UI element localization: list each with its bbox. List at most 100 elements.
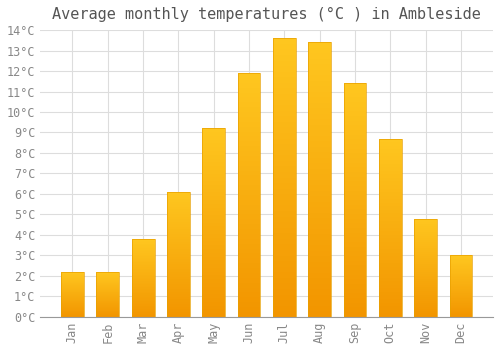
Bar <box>238 73 260 317</box>
Bar <box>273 150 296 155</box>
Bar <box>414 264 437 266</box>
Bar <box>96 274 119 275</box>
Bar <box>450 303 472 304</box>
Bar <box>96 307 119 308</box>
Bar <box>61 287 84 288</box>
Bar <box>344 214 366 219</box>
Bar <box>61 309 84 310</box>
Bar <box>238 97 260 102</box>
Bar <box>450 300 472 301</box>
Bar <box>61 291 84 292</box>
Bar <box>273 261 296 267</box>
Bar <box>379 263 402 267</box>
Bar <box>132 286 154 287</box>
Bar <box>61 295 84 296</box>
Bar <box>450 291 472 292</box>
Bar <box>414 305 437 307</box>
Bar <box>132 270 154 272</box>
Bar <box>238 78 260 83</box>
Bar <box>167 229 190 232</box>
Bar <box>379 174 402 178</box>
Bar <box>96 297 119 298</box>
Bar <box>61 310 84 312</box>
Bar <box>202 238 225 241</box>
Bar <box>132 253 154 254</box>
Bar <box>167 207 190 209</box>
Bar <box>308 86 331 92</box>
Bar <box>450 265 472 266</box>
Bar <box>344 172 366 177</box>
Bar <box>379 217 402 220</box>
Bar <box>202 283 225 287</box>
Bar <box>308 48 331 53</box>
Bar <box>167 277 190 279</box>
Bar <box>132 251 154 253</box>
Bar <box>414 284 437 285</box>
Bar <box>414 278 437 279</box>
Bar <box>96 299 119 300</box>
Bar <box>167 302 190 304</box>
Bar <box>414 240 437 242</box>
Bar <box>414 220 437 223</box>
Bar <box>379 206 402 210</box>
Bar <box>450 273 472 274</box>
Bar <box>238 293 260 297</box>
Bar <box>96 305 119 306</box>
Bar <box>308 103 331 108</box>
Bar <box>414 256 437 258</box>
Bar <box>167 287 190 289</box>
Bar <box>450 270 472 271</box>
Bar <box>238 190 260 195</box>
Bar <box>450 290 472 291</box>
Bar <box>273 38 296 317</box>
Bar <box>273 272 296 278</box>
Bar <box>238 122 260 127</box>
Bar <box>96 278 119 279</box>
Bar <box>96 276 119 277</box>
Bar <box>273 49 296 55</box>
Bar <box>308 295 331 300</box>
Bar <box>344 139 366 144</box>
Bar <box>308 42 331 317</box>
Bar <box>202 230 225 234</box>
Bar <box>273 72 296 77</box>
Bar <box>238 210 260 215</box>
Bar <box>450 292 472 293</box>
Bar <box>308 212 331 218</box>
Bar <box>96 310 119 312</box>
Bar <box>450 311 472 312</box>
Bar <box>379 274 402 278</box>
Bar <box>238 141 260 146</box>
Bar <box>344 298 366 303</box>
Bar <box>414 218 437 317</box>
Bar <box>379 224 402 228</box>
Bar <box>238 200 260 205</box>
Bar <box>414 293 437 295</box>
Bar <box>273 194 296 200</box>
Bar <box>450 308 472 309</box>
Bar <box>61 274 84 275</box>
Bar <box>238 278 260 283</box>
Bar <box>202 159 225 162</box>
Bar <box>450 261 472 263</box>
Bar <box>414 258 437 260</box>
Bar <box>167 249 190 252</box>
Bar <box>414 297 437 299</box>
Bar <box>167 224 190 227</box>
Bar <box>308 152 331 158</box>
Bar <box>308 169 331 174</box>
Bar <box>202 136 225 140</box>
Bar <box>167 217 190 219</box>
Bar <box>344 303 366 308</box>
Bar <box>308 229 331 234</box>
Bar <box>202 313 225 317</box>
Bar <box>450 296 472 297</box>
Bar <box>96 284 119 285</box>
Bar <box>308 224 331 229</box>
Bar <box>202 200 225 204</box>
Bar <box>450 301 472 302</box>
Bar <box>132 301 154 303</box>
Bar <box>308 300 331 306</box>
Bar <box>450 297 472 299</box>
Bar <box>344 219 366 223</box>
